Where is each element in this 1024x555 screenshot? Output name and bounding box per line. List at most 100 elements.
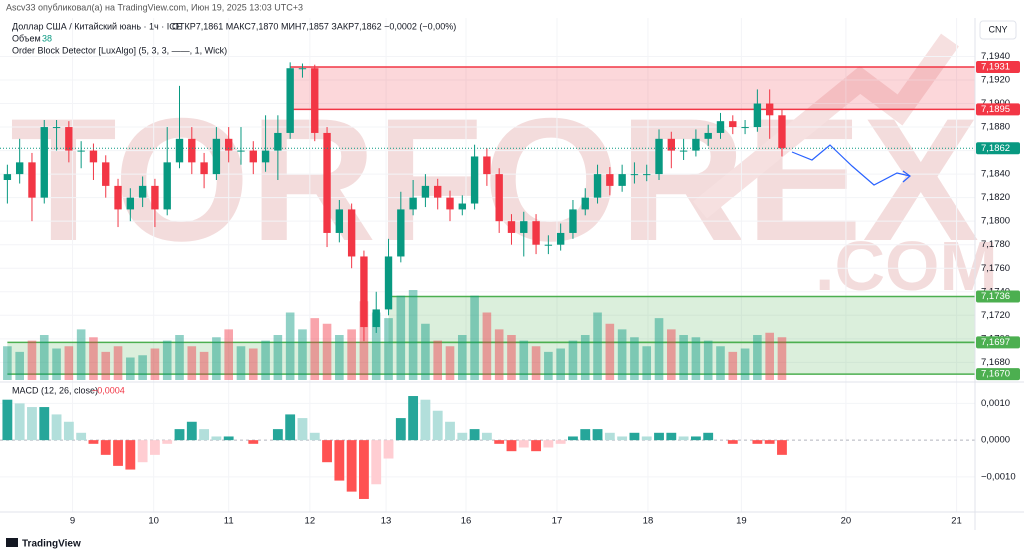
x-tick-label: 17 xyxy=(552,516,563,527)
candle-body xyxy=(716,121,725,133)
volume-bar xyxy=(76,329,86,380)
volume-bar xyxy=(150,348,160,380)
candle-body xyxy=(225,138,233,151)
volume-bar xyxy=(765,332,774,380)
candle-body xyxy=(470,156,479,204)
volume-bar xyxy=(556,348,565,380)
currency-button[interactable] xyxy=(979,20,1017,40)
candle-body xyxy=(384,256,393,310)
candle-body xyxy=(581,197,589,210)
macd-bar xyxy=(654,432,664,441)
price-label xyxy=(976,368,1020,381)
volume-bar xyxy=(101,351,111,380)
candle-body xyxy=(483,156,491,175)
candle-body xyxy=(77,150,85,152)
macd-bar xyxy=(432,410,443,441)
macd-bar xyxy=(445,421,455,441)
volume-value: 38 xyxy=(42,33,52,43)
forecast-arrow xyxy=(902,170,911,183)
volume-bar xyxy=(298,329,307,380)
macd-bar xyxy=(457,432,468,441)
volume-bar xyxy=(384,318,393,380)
macd-bar xyxy=(666,432,677,441)
macd-bar xyxy=(420,399,431,441)
candle-body xyxy=(643,174,651,176)
macd-bar xyxy=(88,440,99,444)
volume-bar xyxy=(642,346,652,380)
macd-bar xyxy=(14,403,25,441)
price-label-text: 7,1697 xyxy=(981,337,1010,348)
macd-bar xyxy=(494,440,505,444)
volume-bar xyxy=(605,323,615,380)
volume-bar xyxy=(3,346,12,380)
volume-bar xyxy=(39,335,49,380)
candle-body xyxy=(372,309,380,328)
x-tick-label: 10 xyxy=(148,516,159,527)
volume-bar xyxy=(27,340,37,380)
candle-body xyxy=(212,138,221,175)
volume-bar xyxy=(187,346,197,380)
candle-body xyxy=(151,185,159,210)
macd-bar xyxy=(199,429,210,441)
volume-bar xyxy=(64,346,74,380)
macd-bar xyxy=(113,440,123,466)
macd-bar xyxy=(481,432,492,441)
candle-body xyxy=(102,162,110,186)
macd-bar xyxy=(346,440,357,492)
volume-bar xyxy=(162,340,172,380)
volume-bar xyxy=(421,323,430,380)
grid xyxy=(0,18,975,512)
candle-body xyxy=(569,209,577,233)
volume-bar xyxy=(691,337,701,380)
macd-bar xyxy=(150,440,160,455)
price-label-text: 7,1736 xyxy=(981,291,1010,302)
y-tick-label: 7,1820 xyxy=(981,192,1010,203)
volume-bar xyxy=(568,340,578,380)
price-label-text: 7,1670 xyxy=(981,369,1010,380)
watermark: TORFOREX .COM xyxy=(10,33,998,305)
x-tick-label: 18 xyxy=(643,516,654,527)
candle-body xyxy=(237,150,245,152)
volume-bar xyxy=(285,312,295,380)
volume-bar xyxy=(679,335,688,380)
volume-bar xyxy=(396,295,406,380)
candle-body xyxy=(126,197,135,210)
macd-bar xyxy=(383,440,394,459)
volume-bar xyxy=(593,312,602,380)
macd-bar xyxy=(727,440,738,444)
volume-bar xyxy=(716,346,725,380)
candle-body xyxy=(188,138,196,163)
price-label-text: 7,1931 xyxy=(981,62,1010,73)
macd-bar xyxy=(63,421,74,441)
candle-body xyxy=(753,103,762,128)
y-tick-label: 0,0000 xyxy=(981,435,1010,446)
price-label xyxy=(976,142,1020,155)
candle-body xyxy=(446,197,454,210)
price-label xyxy=(976,290,1020,303)
y-tick-label: 7,1780 xyxy=(981,239,1010,250)
macd-bar xyxy=(629,432,640,441)
macd-bar xyxy=(592,429,603,441)
candle-body xyxy=(729,121,737,128)
candle-body xyxy=(138,185,147,198)
candle-body xyxy=(778,115,786,149)
volume-bar xyxy=(740,348,750,380)
volume-bar xyxy=(544,351,553,380)
candle-body xyxy=(360,256,368,328)
volume-bar xyxy=(248,348,258,380)
candle-body xyxy=(249,150,257,163)
currency[interactable]: CNY xyxy=(988,24,1007,34)
candle-body xyxy=(741,127,749,129)
macd-pane xyxy=(0,396,975,499)
macd-bar xyxy=(137,440,148,463)
macd-bar xyxy=(211,436,222,441)
price-label-text: 7,1862 xyxy=(981,143,1010,154)
macd-bar xyxy=(690,436,701,441)
volume-bar xyxy=(224,329,233,380)
volume-bar xyxy=(15,351,24,380)
ohlc: ОТКР7,1861 МАКС7,1870 МИН7,1857 ЗАКР7,18… xyxy=(172,21,456,31)
macd-bar xyxy=(764,440,775,444)
candle-body xyxy=(311,68,319,133)
macd-bar xyxy=(162,440,173,444)
volume-label: Объем xyxy=(12,33,41,43)
